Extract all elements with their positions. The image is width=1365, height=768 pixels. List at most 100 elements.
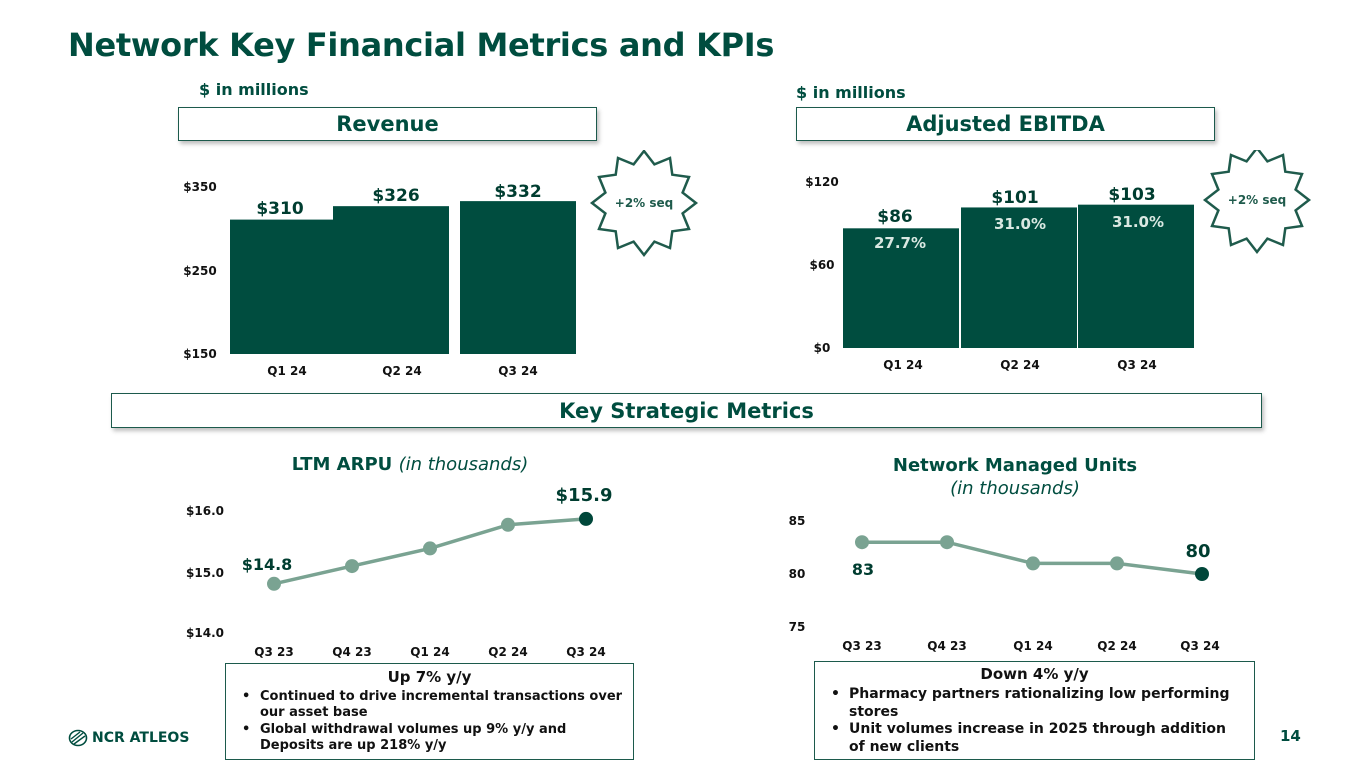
x-tick-label: Q2 24 bbox=[1097, 639, 1136, 653]
point-label-first: 83 bbox=[852, 560, 874, 579]
logo-text: NCR ATLEOS bbox=[92, 730, 190, 746]
y-axis-labels: 75 80 85 bbox=[789, 514, 806, 634]
starburst-shape bbox=[1202, 150, 1312, 255]
units-label-revenue: $ in millions bbox=[199, 80, 309, 99]
revenue-header: Revenue bbox=[178, 107, 597, 141]
x-tick-label: Q3 24 bbox=[498, 364, 537, 378]
x-tick-label: Q1 24 bbox=[883, 358, 922, 372]
x-tick-label: Q3 23 bbox=[254, 645, 293, 659]
point-label-last: $15.9 bbox=[556, 485, 613, 506]
margin-label: 31.0% bbox=[994, 215, 1046, 233]
bar-value-labels: $86 $101 $103 bbox=[877, 185, 1155, 227]
margin-labels: 27.7% 31.0% 31.0% bbox=[874, 213, 1164, 252]
y-tick-label: $14.0 bbox=[186, 626, 224, 640]
starburst-shape bbox=[589, 150, 699, 258]
logo-icon bbox=[68, 729, 88, 747]
data-point-q2-24 bbox=[501, 517, 515, 532]
x-axis-labels: Q1 24 Q2 24 Q3 24 bbox=[883, 358, 1156, 372]
nmu-note-list: Pharmacy partners rationalizing low perf… bbox=[825, 686, 1244, 756]
arpu-note-title: Up 7% y/y bbox=[387, 668, 472, 686]
ebitda-header: Adjusted EBITDA bbox=[796, 107, 1215, 141]
bar-value-labels: $310 $326 $332 bbox=[256, 182, 541, 219]
data-point-q4-23 bbox=[345, 559, 359, 574]
x-tick-label: Q2 24 bbox=[1000, 358, 1039, 372]
y-tick-label: $350 bbox=[183, 180, 216, 194]
x-tick-label: Q2 24 bbox=[382, 364, 421, 378]
bar-q1-24 bbox=[843, 228, 959, 348]
bar-value-label: $103 bbox=[1108, 185, 1155, 205]
data-point-q3-24 bbox=[579, 511, 593, 526]
bar-value-label: $326 bbox=[372, 186, 419, 206]
x-axis-labels: Q1 24 Q2 24 Q3 24 bbox=[267, 364, 537, 378]
y-tick-label: $0 bbox=[814, 341, 831, 355]
y-axis-labels: $14.0 $15.0 $16.0 bbox=[186, 504, 224, 640]
points bbox=[855, 535, 1209, 581]
arpu-title-main: LTM ARPU bbox=[291, 454, 393, 475]
company-logo: NCR ATLEOS bbox=[68, 729, 189, 747]
y-tick-label: 85 bbox=[789, 514, 806, 528]
data-point-q3-24 bbox=[1195, 567, 1209, 581]
y-axis-labels: $150 $250 $350 bbox=[183, 180, 216, 361]
y-tick-label: 80 bbox=[789, 567, 806, 581]
x-tick-label: Q1 24 bbox=[410, 645, 449, 659]
note-item: Global withdrawal volumes up 9% y/y and … bbox=[242, 722, 623, 755]
bar-q1-24 bbox=[230, 219, 346, 354]
badge-revenue: +2% seq bbox=[589, 150, 699, 258]
data-point-q3-23 bbox=[855, 535, 869, 550]
x-axis-labels: Q3 23 Q4 23 Q1 24 Q2 24 Q3 24 bbox=[842, 639, 1219, 653]
note-item: Pharmacy partners rationalizing low perf… bbox=[831, 686, 1244, 721]
x-tick-label: Q3 24 bbox=[566, 645, 605, 659]
y-tick-label: $120 bbox=[805, 175, 838, 189]
ebitda-chart: $0 $60 $120 $86 $101 $103 27.7% 31.0% 31… bbox=[805, 150, 1312, 372]
data-point-q3-23 bbox=[267, 576, 281, 591]
bar-q3-24 bbox=[1078, 204, 1194, 348]
bar-q2-24 bbox=[961, 207, 1077, 348]
y-tick-label: $15.0 bbox=[186, 566, 224, 580]
y-tick-label: $60 bbox=[809, 258, 834, 272]
points bbox=[267, 511, 593, 591]
nmu-chart-title: Network Managed Units (in thousands) bbox=[840, 454, 1190, 500]
x-tick-label: Q1 24 bbox=[267, 364, 306, 378]
revenue-chart: $150 $250 $350 $310 $326 $332 Q1 24 Q2 2… bbox=[183, 150, 699, 378]
margin-label: 27.7% bbox=[874, 234, 926, 252]
data-point-q1-24 bbox=[423, 541, 437, 556]
x-tick-label: Q3 24 bbox=[1117, 358, 1156, 372]
bar-value-label: $310 bbox=[256, 199, 303, 219]
x-tick-label: Q2 24 bbox=[488, 645, 527, 659]
nmu-title-main: Network Managed Units bbox=[892, 455, 1138, 476]
page-title: Network Key Financial Metrics and KPIs bbox=[68, 26, 775, 64]
nmu-note-box: Down 4% y/y Pharmacy partners rationaliz… bbox=[814, 661, 1255, 760]
arpu-chart: $14.0 $15.0 $16.0 $14.8 $15.9 Q3 23 Q4 2… bbox=[186, 485, 613, 659]
bar-value-label: $101 bbox=[991, 188, 1038, 208]
key-strategic-metrics-header: Key Strategic Metrics bbox=[111, 393, 1262, 428]
bar-q3-24 bbox=[460, 201, 576, 354]
badge-label: +2% seq bbox=[615, 196, 673, 210]
y-tick-label: 75 bbox=[789, 620, 806, 634]
x-tick-label: Q3 24 bbox=[1180, 639, 1219, 653]
arpu-note-list: Continued to drive incremental transacti… bbox=[236, 689, 623, 754]
x-axis-labels: Q3 23 Q4 23 Q1 24 Q2 24 Q3 24 bbox=[254, 645, 605, 659]
nmu-chart: 75 80 85 83 80 Q3 23 Q4 23 Q1 24 Q2 24 Q… bbox=[789, 514, 1220, 653]
y-tick-label: $250 bbox=[183, 264, 216, 278]
bars bbox=[843, 204, 1194, 348]
arpu-note-box: Up 7% y/y Continued to drive incremental… bbox=[225, 663, 634, 760]
data-point-q2-24 bbox=[1110, 556, 1124, 571]
y-tick-label: $16.0 bbox=[186, 504, 224, 518]
x-tick-label: Q4 23 bbox=[927, 639, 966, 653]
bars bbox=[230, 201, 576, 354]
point-label-last: 80 bbox=[1185, 541, 1210, 562]
y-axis-labels: $0 $60 $120 bbox=[805, 175, 838, 355]
badge-ebitda: +2% seq bbox=[1202, 150, 1312, 255]
page-number: 14 bbox=[1280, 727, 1301, 745]
arpu-chart-title: LTM ARPU (in thousands) bbox=[230, 454, 590, 475]
data-point-q4-23 bbox=[940, 535, 954, 550]
arpu-title-italic: (in thousands) bbox=[398, 454, 529, 475]
badge-label: +2% seq bbox=[1228, 193, 1286, 207]
bar-value-label: $332 bbox=[494, 182, 541, 202]
note-item: Continued to drive incremental transacti… bbox=[242, 689, 623, 722]
units-label-ebitda: $ in millions bbox=[796, 83, 906, 102]
bar-q2-24 bbox=[333, 206, 449, 354]
x-tick-label: Q3 23 bbox=[842, 639, 881, 653]
nmu-note-title: Down 4% y/y bbox=[980, 665, 1089, 683]
margin-label: 31.0% bbox=[1112, 213, 1164, 231]
